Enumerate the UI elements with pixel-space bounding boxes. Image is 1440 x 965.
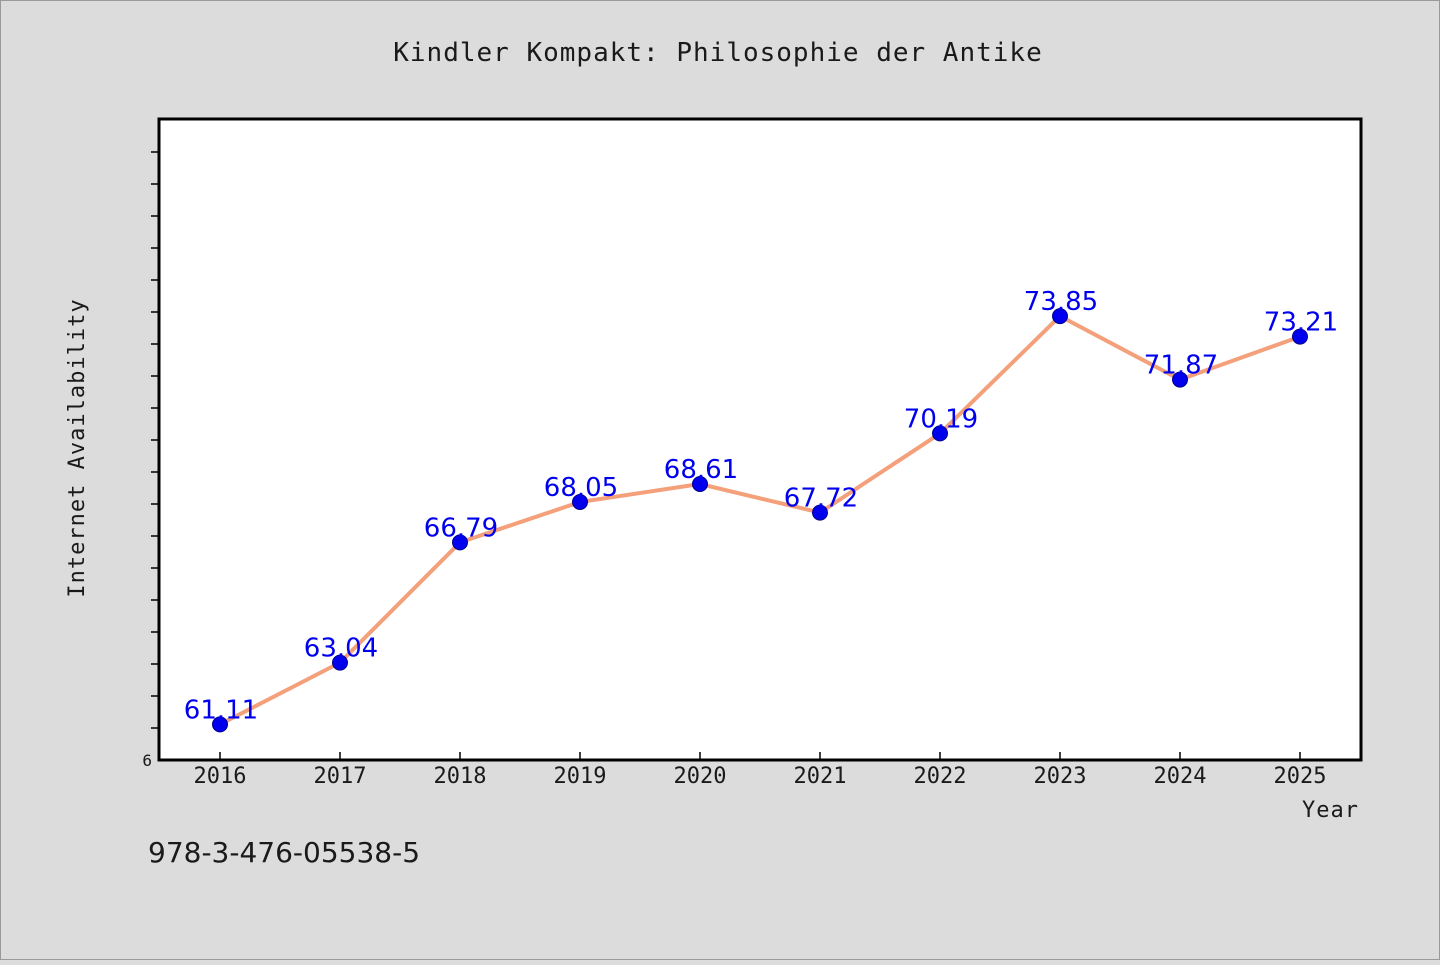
data-label: 68.05 [544,473,618,503]
data-point [332,654,348,671]
x-tick-label: 2025 [1274,764,1327,789]
isbn-footer: 978-3-476-05538-5 [148,836,420,869]
series-layer: 61.11 63.04 66.79 68.05 68.61 67.72 70.19 73.85… [184,287,1338,733]
data-label: 66.79 [424,513,498,543]
y-axis-label: Internet Availability [65,298,90,597]
data-label: 61.11 [184,695,258,725]
chart-title: Kindler Kompakt: Philosophie der Antike [393,38,1042,68]
data-point [1172,371,1188,388]
data-label: 73.21 [1264,308,1338,338]
x-tick-label: 2019 [554,764,607,789]
data-label: 67.72 [784,484,858,514]
plot-area [157,117,1363,762]
data-label: 71.87 [1144,351,1218,381]
x-tick-label: 2022 [914,764,967,789]
data-point [1292,328,1308,345]
data-point [932,425,948,442]
x-tick-label: 2018 [434,764,487,789]
x-tick-label: 2016 [194,764,247,789]
data-point [572,494,588,510]
x-axis-ticks: 2016 2017 2018 2019 2020 2021 2022 2023 2024 2025 [194,752,1327,789]
data-point [452,534,468,551]
data-label: 73.85 [1024,287,1098,317]
data-point [812,504,828,521]
y-axis-ticks: 6 [142,151,159,770]
x-tick-label: 2021 [794,764,847,789]
series-line [218,314,1302,727]
y-tick-label: 6 [142,751,152,770]
data-point [212,716,228,733]
data-label: 63.04 [304,634,378,664]
x-tick-label: 2023 [1034,764,1087,789]
x-tick-label: 2017 [314,764,367,789]
data-point [1052,308,1068,325]
data-point [692,476,708,492]
data-label: 70.19 [904,404,978,434]
data-label: 68.61 [664,455,738,485]
x-tick-label: 2024 [1154,764,1207,789]
x-tick-label: 2020 [674,764,727,789]
x-axis-label: Year [1302,798,1359,823]
